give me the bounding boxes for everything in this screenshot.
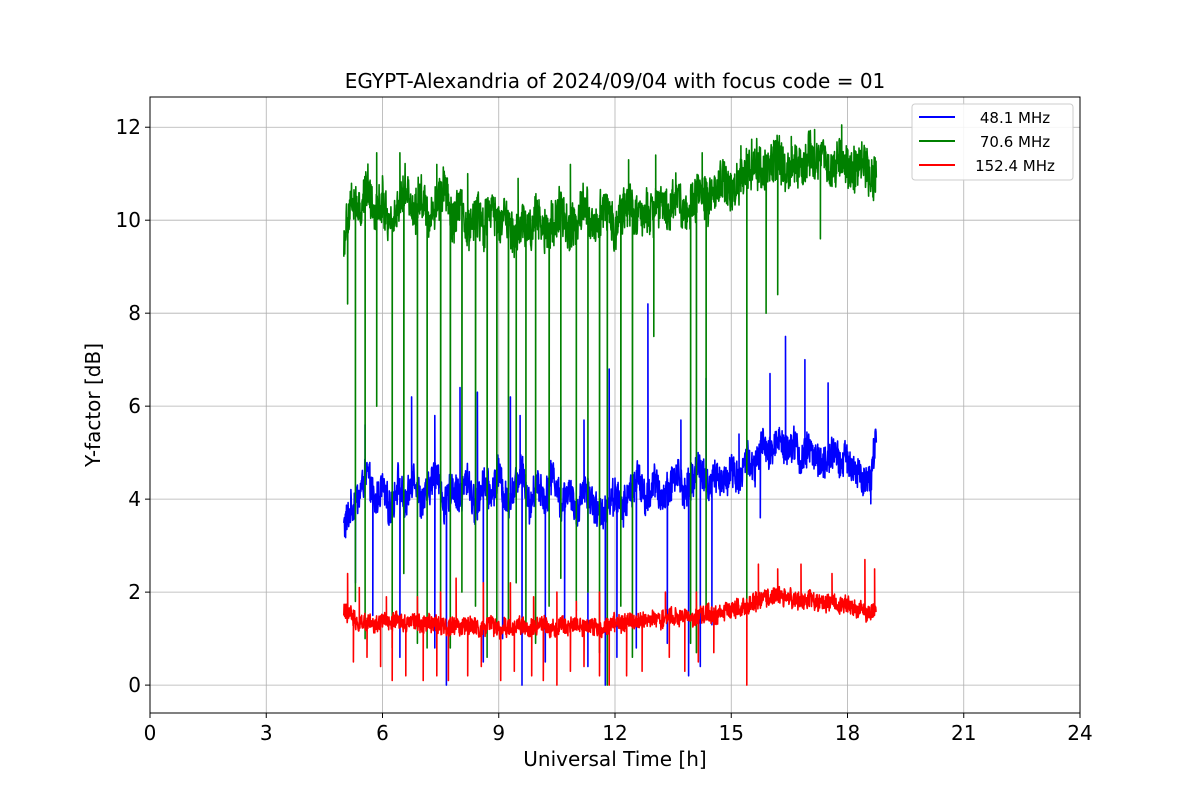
y-tick-label: 2 [128, 580, 141, 604]
series-line-48-1-mhz [343, 303, 878, 686]
x-tick-label: 6 [376, 721, 389, 745]
series-line-70-6-mhz [343, 124, 878, 686]
x-tick-label: 3 [260, 721, 273, 745]
chart-title: EGYPT-Alexandria of 2024/09/04 with focu… [345, 69, 886, 93]
y-tick-label: 0 [128, 673, 141, 697]
legend-label: 70.6 MHz [980, 133, 1050, 151]
plot-lines [343, 124, 878, 686]
y-tick-label: 8 [128, 301, 141, 325]
y-tick-label: 12 [116, 115, 141, 139]
x-tick-label: 21 [951, 721, 976, 745]
x-tick-label: 24 [1067, 721, 1092, 745]
x-tick-label: 12 [602, 721, 627, 745]
x-axis-ticks: 0 3 6 9 12 15 18 21 24 [144, 713, 1093, 745]
x-tick-label: 9 [492, 721, 505, 745]
legend: 48.1 MHz 70.6 MHz 152.4 MHz [911, 103, 1074, 181]
legend-label: 152.4 MHz [975, 157, 1055, 175]
y-axis-label: Y-factor [dB] [81, 343, 105, 468]
x-tick-label: 18 [835, 721, 860, 745]
y-tick-label: 6 [128, 394, 141, 418]
x-axis-label: Universal Time [h] [523, 747, 706, 771]
y-tick-label: 4 [128, 487, 141, 511]
x-tick-label: 15 [719, 721, 744, 745]
y-tick-label: 10 [116, 208, 141, 232]
y-axis-ticks: 0 2 4 6 8 10 12 [116, 115, 150, 697]
x-tick-label: 0 [144, 721, 157, 745]
legend-box [911, 103, 1074, 181]
legend-label: 48.1 MHz [980, 109, 1050, 127]
series-line-152-4-mhz [343, 558, 878, 686]
